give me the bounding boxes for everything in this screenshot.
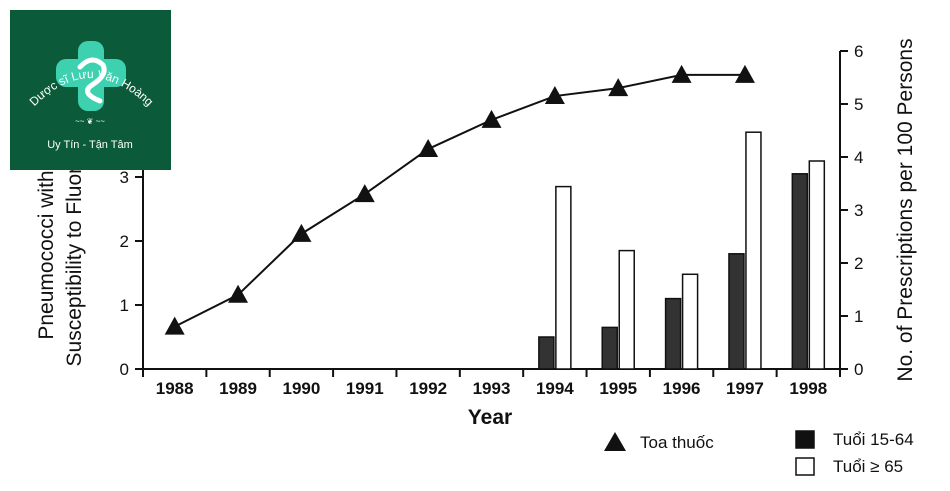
line-point-triangle: [734, 64, 755, 83]
legend-label-line: Toa thuốc: [640, 433, 714, 452]
line-series-path: [174, 73, 745, 328]
line-point-triangle: [164, 316, 185, 335]
bar-65-plus: [681, 273, 699, 370]
bar-15-64: [791, 173, 809, 370]
x-tick-label: 1998: [789, 379, 827, 398]
plot-area: 1988 1989 1990 1991 1992 1993 1994 1995 1996 1997…: [120, 42, 864, 398]
left-axis-title: Pneumococci with Susceptibility to Fluor…: [35, 144, 86, 367]
legend-triangle-marker: [604, 432, 626, 451]
line-point-triangle: [228, 284, 249, 303]
right-axis-ticks: 0 1 2 3 4 5 6: [840, 42, 863, 379]
x-tick-label: 1994: [536, 379, 574, 398]
legend-swatch-65-plus: [795, 457, 815, 476]
legend-label-15-64: Tuổi 15-64: [833, 430, 914, 449]
x-axis-ticks: 1988 1989 1990 1991 1992 1993 1994 1995 1996 1997…: [142, 369, 841, 398]
left-tick-label: 3: [120, 168, 129, 187]
line-point-triangle: [291, 223, 312, 242]
bar-65-plus: [745, 131, 762, 370]
line-point-triangle: [481, 109, 502, 128]
legend: Toa thuốc Tuổi 15-64 Tuổi ≥ 65: [604, 430, 914, 476]
x-tick-label: 1992: [409, 379, 447, 398]
bar-15-64: [538, 336, 555, 370]
line-series-markers: [164, 64, 755, 335]
right-tick-label: 4: [854, 148, 863, 167]
bar-series: [538, 131, 826, 370]
line-point-triangle: [354, 184, 375, 203]
logo-tagline: Uy Tín - Tận Tâm: [47, 139, 133, 151]
right-tick-label: 2: [854, 254, 863, 273]
legend-swatch-15-64: [795, 430, 815, 449]
bar-65-plus: [618, 249, 635, 370]
x-tick-label: 1996: [663, 379, 701, 398]
x-tick-label: 1995: [599, 379, 637, 398]
logo-divider: ~~ ❦ ~~: [75, 117, 105, 126]
bar-15-64: [601, 326, 618, 370]
x-tick-label: 1991: [346, 379, 384, 398]
x-tick-label: 1989: [219, 379, 257, 398]
line-point-triangle: [544, 86, 565, 105]
left-axis-title-line1: Pneumococci with: [35, 170, 58, 339]
left-tick-label: 1: [120, 296, 129, 315]
cross-icon: [56, 41, 126, 111]
x-tick-label: 1990: [282, 379, 320, 398]
right-tick-label: 5: [854, 95, 863, 114]
bar-65-plus: [555, 185, 572, 370]
left-axis-ticks: 0 1 2 3: [120, 168, 143, 379]
right-tick-label: 6: [854, 42, 863, 61]
x-axis-title: Year: [468, 406, 512, 429]
x-tick-label: 1997: [726, 379, 764, 398]
right-tick-label: 0: [854, 360, 863, 379]
left-axis-title-line2: Susceptibility to Fluoroq: [63, 144, 86, 367]
x-tick-label: 1988: [156, 379, 194, 398]
bar-65-plus: [808, 160, 826, 370]
right-axis-title: No. of Prescriptions per 100 Persons: [894, 38, 917, 381]
line-point-triangle: [418, 139, 439, 158]
right-tick-label: 3: [854, 201, 863, 220]
left-tick-label: 2: [120, 232, 129, 251]
x-tick-label: 1993: [473, 379, 511, 398]
line-point-triangle: [608, 78, 629, 97]
line-point-triangle: [671, 64, 692, 83]
legend-label-65-plus: Tuổi ≥ 65: [833, 457, 903, 476]
bar-15-64: [728, 253, 745, 370]
right-tick-label: 1: [854, 307, 863, 326]
left-tick-label: 0: [120, 360, 129, 379]
logo: Dược sĩ Lưu Văn Hoàng ~~ ❦ ~~ Uy Tín - T…: [10, 10, 171, 170]
bar-15-64: [664, 297, 682, 370]
